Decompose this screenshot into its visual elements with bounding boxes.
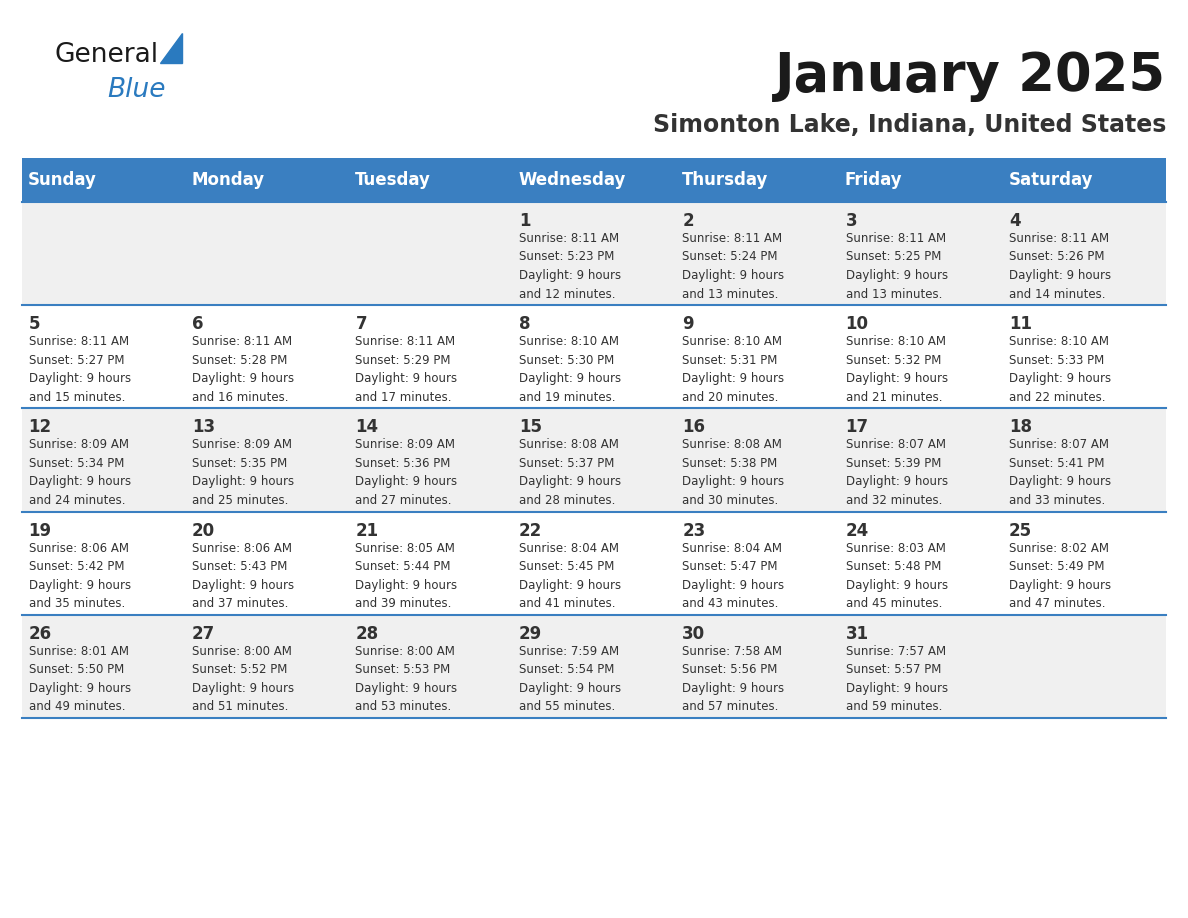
Text: 27: 27 [192,625,215,643]
Text: Thursday: Thursday [682,171,767,189]
Text: General: General [55,42,159,68]
Text: Sunrise: 8:03 AM
Sunset: 5:48 PM
Daylight: 9 hours
and 45 minutes.: Sunrise: 8:03 AM Sunset: 5:48 PM Dayligh… [846,542,948,610]
Text: 28: 28 [355,625,379,643]
Text: 26: 26 [29,625,51,643]
Text: 30: 30 [682,625,706,643]
Text: Sunrise: 8:08 AM
Sunset: 5:37 PM
Daylight: 9 hours
and 28 minutes.: Sunrise: 8:08 AM Sunset: 5:37 PM Dayligh… [519,439,621,507]
Text: Sunrise: 8:01 AM
Sunset: 5:50 PM
Daylight: 9 hours
and 49 minutes.: Sunrise: 8:01 AM Sunset: 5:50 PM Dayligh… [29,644,131,713]
Text: 8: 8 [519,315,530,333]
Bar [23,202,1165,305]
Text: 2: 2 [682,212,694,230]
Bar [23,158,1165,202]
Text: Friday: Friday [845,171,903,189]
Text: Sunday: Sunday [27,171,96,189]
Text: Sunrise: 8:02 AM
Sunset: 5:49 PM
Daylight: 9 hours
and 47 minutes.: Sunrise: 8:02 AM Sunset: 5:49 PM Dayligh… [1009,542,1111,610]
Text: 10: 10 [846,315,868,333]
Text: Sunrise: 8:00 AM
Sunset: 5:53 PM
Daylight: 9 hours
and 53 minutes.: Sunrise: 8:00 AM Sunset: 5:53 PM Dayligh… [355,644,457,713]
Text: Tuesday: Tuesday [354,171,430,189]
Text: Sunrise: 8:09 AM
Sunset: 5:34 PM
Daylight: 9 hours
and 24 minutes.: Sunrise: 8:09 AM Sunset: 5:34 PM Dayligh… [29,439,131,507]
Text: Sunrise: 7:57 AM
Sunset: 5:57 PM
Daylight: 9 hours
and 59 minutes.: Sunrise: 7:57 AM Sunset: 5:57 PM Dayligh… [846,644,948,713]
Polygon shape [160,33,182,63]
Text: Blue: Blue [107,77,165,103]
Text: 23: 23 [682,521,706,540]
Text: Sunrise: 8:10 AM
Sunset: 5:31 PM
Daylight: 9 hours
and 20 minutes.: Sunrise: 8:10 AM Sunset: 5:31 PM Dayligh… [682,335,784,404]
Text: 11: 11 [1009,315,1032,333]
Text: Sunrise: 8:00 AM
Sunset: 5:52 PM
Daylight: 9 hours
and 51 minutes.: Sunrise: 8:00 AM Sunset: 5:52 PM Dayligh… [192,644,295,713]
Text: 7: 7 [355,315,367,333]
Text: 24: 24 [846,521,868,540]
Text: 3: 3 [846,212,858,230]
Text: 14: 14 [355,419,379,436]
Text: Sunrise: 8:10 AM
Sunset: 5:33 PM
Daylight: 9 hours
and 22 minutes.: Sunrise: 8:10 AM Sunset: 5:33 PM Dayligh… [1009,335,1111,404]
Text: Sunrise: 7:58 AM
Sunset: 5:56 PM
Daylight: 9 hours
and 57 minutes.: Sunrise: 7:58 AM Sunset: 5:56 PM Dayligh… [682,644,784,713]
Text: Sunrise: 8:11 AM
Sunset: 5:26 PM
Daylight: 9 hours
and 14 minutes.: Sunrise: 8:11 AM Sunset: 5:26 PM Dayligh… [1009,232,1111,300]
Text: Sunrise: 8:06 AM
Sunset: 5:43 PM
Daylight: 9 hours
and 37 minutes.: Sunrise: 8:06 AM Sunset: 5:43 PM Dayligh… [192,542,295,610]
Text: 17: 17 [846,419,868,436]
Text: Saturday: Saturday [1009,171,1093,189]
Text: Wednesday: Wednesday [518,171,625,189]
Text: 19: 19 [29,521,51,540]
Text: 9: 9 [682,315,694,333]
Text: 15: 15 [519,419,542,436]
Text: Sunrise: 8:05 AM
Sunset: 5:44 PM
Daylight: 9 hours
and 39 minutes.: Sunrise: 8:05 AM Sunset: 5:44 PM Dayligh… [355,542,457,610]
Text: Simonton Lake, Indiana, United States: Simonton Lake, Indiana, United States [652,113,1165,137]
Bar [23,305,1165,409]
Text: Sunrise: 8:11 AM
Sunset: 5:25 PM
Daylight: 9 hours
and 13 minutes.: Sunrise: 8:11 AM Sunset: 5:25 PM Dayligh… [846,232,948,300]
Bar [23,409,1165,511]
Text: 22: 22 [519,521,542,540]
Text: Sunrise: 8:09 AM
Sunset: 5:35 PM
Daylight: 9 hours
and 25 minutes.: Sunrise: 8:09 AM Sunset: 5:35 PM Dayligh… [192,439,295,507]
Text: 4: 4 [1009,212,1020,230]
Bar [23,615,1165,718]
Text: 13: 13 [192,419,215,436]
Text: Sunrise: 8:11 AM
Sunset: 5:27 PM
Daylight: 9 hours
and 15 minutes.: Sunrise: 8:11 AM Sunset: 5:27 PM Dayligh… [29,335,131,404]
Text: Sunrise: 8:11 AM
Sunset: 5:28 PM
Daylight: 9 hours
and 16 minutes.: Sunrise: 8:11 AM Sunset: 5:28 PM Dayligh… [192,335,295,404]
Text: 12: 12 [29,419,51,436]
Text: 5: 5 [29,315,40,333]
Text: 6: 6 [192,315,203,333]
Text: Sunrise: 8:08 AM
Sunset: 5:38 PM
Daylight: 9 hours
and 30 minutes.: Sunrise: 8:08 AM Sunset: 5:38 PM Dayligh… [682,439,784,507]
Text: Sunrise: 8:11 AM
Sunset: 5:23 PM
Daylight: 9 hours
and 12 minutes.: Sunrise: 8:11 AM Sunset: 5:23 PM Dayligh… [519,232,621,300]
Bar [23,511,1165,615]
Text: Sunrise: 8:07 AM
Sunset: 5:39 PM
Daylight: 9 hours
and 32 minutes.: Sunrise: 8:07 AM Sunset: 5:39 PM Dayligh… [846,439,948,507]
Text: 16: 16 [682,419,706,436]
Text: 1: 1 [519,212,530,230]
Text: 18: 18 [1009,419,1032,436]
Text: 21: 21 [355,521,379,540]
Text: Sunrise: 8:04 AM
Sunset: 5:47 PM
Daylight: 9 hours
and 43 minutes.: Sunrise: 8:04 AM Sunset: 5:47 PM Dayligh… [682,542,784,610]
Text: January 2025: January 2025 [775,50,1165,102]
Text: 20: 20 [192,521,215,540]
Text: Sunrise: 8:11 AM
Sunset: 5:24 PM
Daylight: 9 hours
and 13 minutes.: Sunrise: 8:11 AM Sunset: 5:24 PM Dayligh… [682,232,784,300]
Text: Sunrise: 8:09 AM
Sunset: 5:36 PM
Daylight: 9 hours
and 27 minutes.: Sunrise: 8:09 AM Sunset: 5:36 PM Dayligh… [355,439,457,507]
Text: Sunrise: 8:06 AM
Sunset: 5:42 PM
Daylight: 9 hours
and 35 minutes.: Sunrise: 8:06 AM Sunset: 5:42 PM Dayligh… [29,542,131,610]
Text: Sunrise: 8:11 AM
Sunset: 5:29 PM
Daylight: 9 hours
and 17 minutes.: Sunrise: 8:11 AM Sunset: 5:29 PM Dayligh… [355,335,457,404]
Text: Sunrise: 8:10 AM
Sunset: 5:32 PM
Daylight: 9 hours
and 21 minutes.: Sunrise: 8:10 AM Sunset: 5:32 PM Dayligh… [846,335,948,404]
Text: 25: 25 [1009,521,1032,540]
Text: Sunrise: 8:07 AM
Sunset: 5:41 PM
Daylight: 9 hours
and 33 minutes.: Sunrise: 8:07 AM Sunset: 5:41 PM Dayligh… [1009,439,1111,507]
Text: 31: 31 [846,625,868,643]
Text: Sunrise: 8:10 AM
Sunset: 5:30 PM
Daylight: 9 hours
and 19 minutes.: Sunrise: 8:10 AM Sunset: 5:30 PM Dayligh… [519,335,621,404]
Text: 29: 29 [519,625,542,643]
Text: Sunrise: 8:04 AM
Sunset: 5:45 PM
Daylight: 9 hours
and 41 minutes.: Sunrise: 8:04 AM Sunset: 5:45 PM Dayligh… [519,542,621,610]
Text: Monday: Monday [191,171,264,189]
Text: Sunrise: 7:59 AM
Sunset: 5:54 PM
Daylight: 9 hours
and 55 minutes.: Sunrise: 7:59 AM Sunset: 5:54 PM Dayligh… [519,644,621,713]
